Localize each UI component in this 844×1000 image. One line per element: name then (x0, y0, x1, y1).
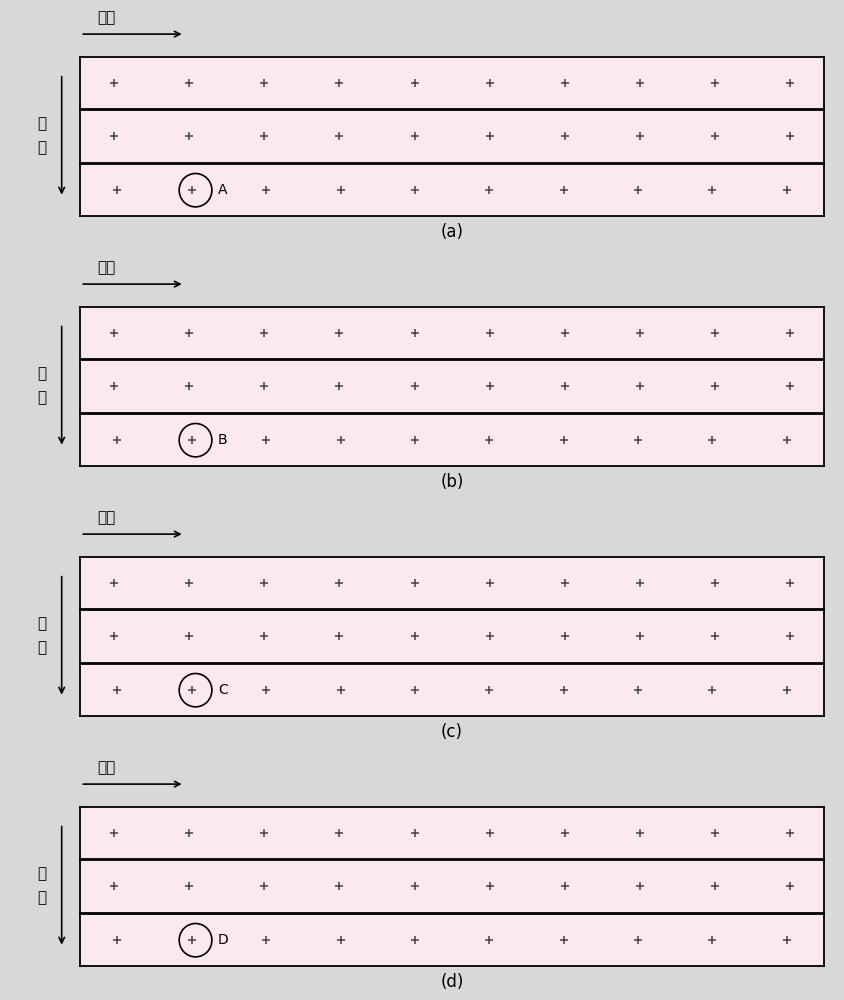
Text: 离: 离 (38, 390, 46, 405)
Text: 距: 距 (38, 616, 46, 631)
Text: 方位: 方位 (97, 510, 116, 525)
Text: D: D (218, 933, 229, 947)
Text: 距: 距 (38, 866, 46, 881)
Text: (c): (c) (441, 723, 463, 741)
Text: 离: 离 (38, 140, 46, 155)
Text: 方位: 方位 (97, 260, 116, 275)
Text: B: B (218, 433, 227, 447)
Text: 离: 离 (38, 640, 46, 655)
Text: 方位: 方位 (97, 760, 116, 775)
Text: (d): (d) (440, 973, 463, 991)
Text: (a): (a) (440, 223, 463, 241)
Text: 方位: 方位 (97, 10, 116, 25)
Text: A: A (218, 183, 227, 197)
Text: C: C (218, 683, 227, 697)
Text: 离: 离 (38, 890, 46, 905)
Text: 距: 距 (38, 366, 46, 381)
Text: 距: 距 (38, 116, 46, 131)
Text: (b): (b) (440, 473, 463, 491)
